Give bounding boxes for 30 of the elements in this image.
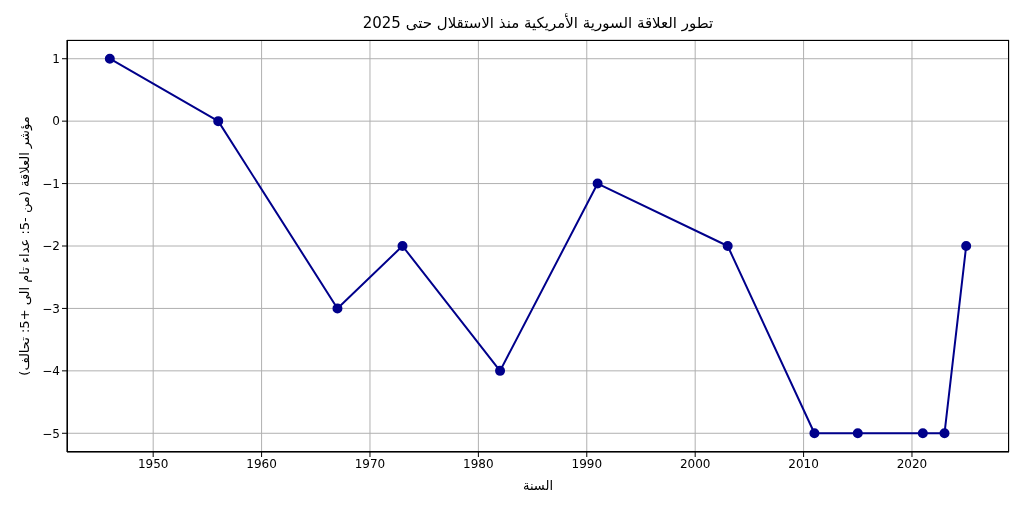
- point: [592, 178, 603, 189]
- y-tick-label: −3: [42, 301, 60, 316]
- point: [809, 428, 820, 439]
- point: [332, 303, 343, 314]
- y-tick-label: −5: [42, 426, 60, 441]
- point: [495, 365, 506, 376]
- point: [917, 428, 928, 439]
- point: [939, 428, 950, 439]
- x-tick-label: 1980: [463, 456, 494, 471]
- y-tick-label: 1: [52, 51, 60, 66]
- x-tick-label: 1970: [354, 456, 386, 471]
- x-tick-label: 2020: [896, 456, 928, 471]
- point: [852, 428, 863, 439]
- x-axis-title: السنة: [521, 478, 555, 493]
- x-tick-label: 1950: [137, 456, 169, 471]
- chart-title: تطور العلاقة السورية الأمريكية منذ الاستقلال حتى 2025: [361, 14, 715, 32]
- point: [722, 241, 733, 251]
- y-tick-label: −1: [42, 176, 60, 191]
- x-tick-label: 1960: [246, 456, 277, 471]
- y-axis-title: مؤشر العلاقة (من -5: عداء تام الى +5: تحالف): [16, 116, 32, 376]
- point: [213, 116, 224, 127]
- y-tick-label: −4: [42, 364, 60, 379]
- x-tick-label: 2000: [679, 456, 711, 471]
- point: [104, 53, 115, 64]
- point: [397, 241, 408, 251]
- x-tick-label: 1990: [571, 456, 603, 471]
- y-tick-label: −2: [42, 239, 60, 254]
- y-tick-label: 0: [52, 114, 60, 129]
- x-tick-label: 2010: [788, 456, 819, 471]
- point: [961, 241, 972, 251]
